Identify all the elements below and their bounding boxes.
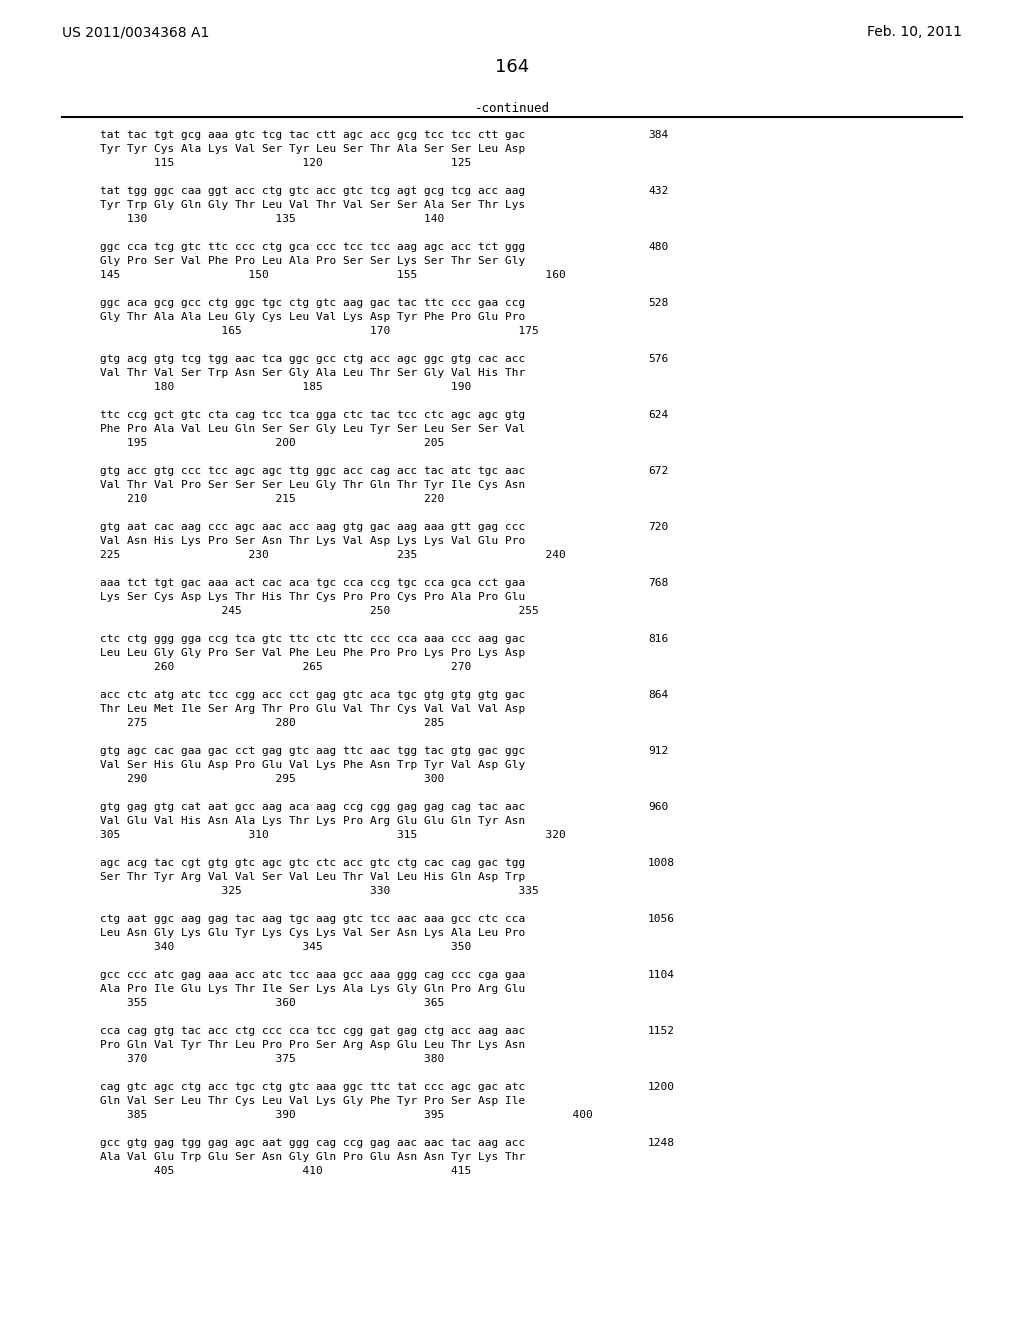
Text: Lys Ser Cys Asp Lys Thr His Thr Cys Pro Pro Cys Pro Ala Pro Glu: Lys Ser Cys Asp Lys Thr His Thr Cys Pro … (100, 591, 525, 602)
Text: 960: 960 (648, 803, 669, 812)
Text: gtg aat cac aag ccc agc aac acc aag gtg gac aag aaa gtt gag ccc: gtg aat cac aag ccc agc aac acc aag gtg … (100, 521, 525, 532)
Text: Pro Gln Val Tyr Thr Leu Pro Pro Ser Arg Asp Glu Leu Thr Lys Asn: Pro Gln Val Tyr Thr Leu Pro Pro Ser Arg … (100, 1040, 525, 1049)
Text: Val Thr Val Ser Trp Asn Ser Gly Ala Leu Thr Ser Gly Val His Thr: Val Thr Val Ser Trp Asn Ser Gly Ala Leu … (100, 368, 525, 378)
Text: ctg aat ggc aag gag tac aag tgc aag gtc tcc aac aaa gcc ctc cca: ctg aat ggc aag gag tac aag tgc aag gtc … (100, 913, 525, 924)
Text: 624: 624 (648, 411, 669, 420)
Text: gtg agc cac gaa gac cct gag gtc aag ttc aac tgg tac gtg gac ggc: gtg agc cac gaa gac cct gag gtc aag ttc … (100, 746, 525, 756)
Text: Ala Pro Ile Glu Lys Thr Ile Ser Lys Ala Lys Gly Gln Pro Arg Glu: Ala Pro Ile Glu Lys Thr Ile Ser Lys Ala … (100, 983, 525, 994)
Text: gcc ccc atc gag aaa acc atc tcc aaa gcc aaa ggg cag ccc cga gaa: gcc ccc atc gag aaa acc atc tcc aaa gcc … (100, 970, 525, 979)
Text: 1248: 1248 (648, 1138, 675, 1148)
Text: 480: 480 (648, 242, 669, 252)
Text: 355                   360                   365: 355 360 365 (100, 998, 444, 1008)
Text: 225                   230                   235                   240: 225 230 235 240 (100, 550, 565, 560)
Text: ggc cca tcg gtc ttc ccc ctg gca ccc tcc tcc aag agc acc tct ggg: ggc cca tcg gtc ttc ccc ctg gca ccc tcc … (100, 242, 525, 252)
Text: agc acg tac cgt gtg gtc agc gtc ctc acc gtc ctg cac cag gac tgg: agc acg tac cgt gtg gtc agc gtc ctc acc … (100, 858, 525, 869)
Text: cag gtc agc ctg acc tgc ctg gtc aaa ggc ttc tat ccc agc gac atc: cag gtc agc ctg acc tgc ctg gtc aaa ggc … (100, 1082, 525, 1092)
Text: 1152: 1152 (648, 1026, 675, 1036)
Text: 528: 528 (648, 298, 669, 308)
Text: 432: 432 (648, 186, 669, 195)
Text: ttc ccg gct gtc cta cag tcc tca gga ctc tac tcc ctc agc agc gtg: ttc ccg gct gtc cta cag tcc tca gga ctc … (100, 411, 525, 420)
Text: cca cag gtg tac acc ctg ccc cca tcc cgg gat gag ctg acc aag aac: cca cag gtg tac acc ctg ccc cca tcc cgg … (100, 1026, 525, 1036)
Text: Tyr Tyr Cys Ala Lys Val Ser Tyr Leu Ser Thr Ala Ser Ser Leu Asp: Tyr Tyr Cys Ala Lys Val Ser Tyr Leu Ser … (100, 144, 525, 154)
Text: 672: 672 (648, 466, 669, 477)
Text: Val Thr Val Pro Ser Ser Ser Leu Gly Thr Gln Thr Tyr Ile Cys Asn: Val Thr Val Pro Ser Ser Ser Leu Gly Thr … (100, 480, 525, 490)
Text: Gly Thr Ala Ala Leu Gly Cys Leu Val Lys Asp Tyr Phe Pro Glu Pro: Gly Thr Ala Ala Leu Gly Cys Leu Val Lys … (100, 312, 525, 322)
Text: 1200: 1200 (648, 1082, 675, 1092)
Text: gcc gtg gag tgg gag agc aat ggg cag ccg gag aac aac tac aag acc: gcc gtg gag tgg gag agc aat ggg cag ccg … (100, 1138, 525, 1148)
Text: 305                   310                   315                   320: 305 310 315 320 (100, 830, 565, 840)
Text: gtg acg gtg tcg tgg aac tca ggc gcc ctg acc agc ggc gtg cac acc: gtg acg gtg tcg tgg aac tca ggc gcc ctg … (100, 354, 525, 364)
Text: Val Asn His Lys Pro Ser Asn Thr Lys Val Asp Lys Lys Val Glu Pro: Val Asn His Lys Pro Ser Asn Thr Lys Val … (100, 536, 525, 546)
Text: gtg gag gtg cat aat gcc aag aca aag ccg cgg gag gag cag tac aac: gtg gag gtg cat aat gcc aag aca aag ccg … (100, 803, 525, 812)
Text: 115                   120                   125: 115 120 125 (100, 158, 471, 168)
Text: Gln Val Ser Leu Thr Cys Leu Val Lys Gly Phe Tyr Pro Ser Asp Ile: Gln Val Ser Leu Thr Cys Leu Val Lys Gly … (100, 1096, 525, 1106)
Text: Leu Asn Gly Lys Glu Tyr Lys Cys Lys Val Ser Asn Lys Ala Leu Pro: Leu Asn Gly Lys Glu Tyr Lys Cys Lys Val … (100, 928, 525, 939)
Text: acc ctc atg atc tcc cgg acc cct gag gtc aca tgc gtg gtg gtg gac: acc ctc atg atc tcc cgg acc cct gag gtc … (100, 690, 525, 700)
Text: ggc aca gcg gcc ctg ggc tgc ctg gtc aag gac tac ttc ccc gaa ccg: ggc aca gcg gcc ctg ggc tgc ctg gtc aag … (100, 298, 525, 308)
Text: Leu Leu Gly Gly Pro Ser Val Phe Leu Phe Pro Pro Lys Pro Lys Asp: Leu Leu Gly Gly Pro Ser Val Phe Leu Phe … (100, 648, 525, 657)
Text: 290                   295                   300: 290 295 300 (100, 774, 444, 784)
Text: 1056: 1056 (648, 913, 675, 924)
Text: aaa tct tgt gac aaa act cac aca tgc cca ccg tgc cca gca cct gaa: aaa tct tgt gac aaa act cac aca tgc cca … (100, 578, 525, 587)
Text: 164: 164 (495, 58, 529, 77)
Text: 180                   185                   190: 180 185 190 (100, 381, 471, 392)
Text: Thr Leu Met Ile Ser Arg Thr Pro Glu Val Thr Cys Val Val Val Asp: Thr Leu Met Ile Ser Arg Thr Pro Glu Val … (100, 704, 525, 714)
Text: 864: 864 (648, 690, 669, 700)
Text: tat tgg ggc caa ggt acc ctg gtc acc gtc tcg agt gcg tcg acc aag: tat tgg ggc caa ggt acc ctg gtc acc gtc … (100, 186, 525, 195)
Text: 245                   250                   255: 245 250 255 (100, 606, 539, 616)
Text: 720: 720 (648, 521, 669, 532)
Text: 165                   170                   175: 165 170 175 (100, 326, 539, 337)
Text: ctc ctg ggg gga ccg tca gtc ttc ctc ttc ccc cca aaa ccc aag gac: ctc ctg ggg gga ccg tca gtc ttc ctc ttc … (100, 634, 525, 644)
Text: 768: 768 (648, 578, 669, 587)
Text: 275                   280                   285: 275 280 285 (100, 718, 444, 729)
Text: Feb. 10, 2011: Feb. 10, 2011 (867, 25, 962, 40)
Text: 816: 816 (648, 634, 669, 644)
Text: US 2011/0034368 A1: US 2011/0034368 A1 (62, 25, 209, 40)
Text: 370                   375                   380: 370 375 380 (100, 1053, 444, 1064)
Text: 912: 912 (648, 746, 669, 756)
Text: Val Ser His Glu Asp Pro Glu Val Lys Phe Asn Trp Tyr Val Asp Gly: Val Ser His Glu Asp Pro Glu Val Lys Phe … (100, 760, 525, 770)
Text: 1008: 1008 (648, 858, 675, 869)
Text: 210                   215                   220: 210 215 220 (100, 494, 444, 504)
Text: 325                   330                   335: 325 330 335 (100, 886, 539, 896)
Text: 130                   135                   140: 130 135 140 (100, 214, 444, 224)
Text: Tyr Trp Gly Gln Gly Thr Leu Val Thr Val Ser Ser Ala Ser Thr Lys: Tyr Trp Gly Gln Gly Thr Leu Val Thr Val … (100, 201, 525, 210)
Text: 195                   200                   205: 195 200 205 (100, 438, 444, 447)
Text: Val Glu Val His Asn Ala Lys Thr Lys Pro Arg Glu Glu Gln Tyr Asn: Val Glu Val His Asn Ala Lys Thr Lys Pro … (100, 816, 525, 826)
Text: gtg acc gtg ccc tcc agc agc ttg ggc acc cag acc tac atc tgc aac: gtg acc gtg ccc tcc agc agc ttg ggc acc … (100, 466, 525, 477)
Text: 340                   345                   350: 340 345 350 (100, 942, 471, 952)
Text: 405                   410                   415: 405 410 415 (100, 1166, 471, 1176)
Text: 260                   265                   270: 260 265 270 (100, 663, 471, 672)
Text: 384: 384 (648, 129, 669, 140)
Text: tat tac tgt gcg aaa gtc tcg tac ctt agc acc gcg tcc tcc ctt gac: tat tac tgt gcg aaa gtc tcg tac ctt agc … (100, 129, 525, 140)
Text: -continued: -continued (474, 102, 550, 115)
Text: 1104: 1104 (648, 970, 675, 979)
Text: Ser Thr Tyr Arg Val Val Ser Val Leu Thr Val Leu His Gln Asp Trp: Ser Thr Tyr Arg Val Val Ser Val Leu Thr … (100, 873, 525, 882)
Text: 145                   150                   155                   160: 145 150 155 160 (100, 271, 565, 280)
Text: 576: 576 (648, 354, 669, 364)
Text: 385                   390                   395                   400: 385 390 395 400 (100, 1110, 593, 1119)
Text: Ala Val Glu Trp Glu Ser Asn Gly Gln Pro Glu Asn Asn Tyr Lys Thr: Ala Val Glu Trp Glu Ser Asn Gly Gln Pro … (100, 1152, 525, 1162)
Text: Phe Pro Ala Val Leu Gln Ser Ser Gly Leu Tyr Ser Leu Ser Ser Val: Phe Pro Ala Val Leu Gln Ser Ser Gly Leu … (100, 424, 525, 434)
Text: Gly Pro Ser Val Phe Pro Leu Ala Pro Ser Ser Lys Ser Thr Ser Gly: Gly Pro Ser Val Phe Pro Leu Ala Pro Ser … (100, 256, 525, 267)
